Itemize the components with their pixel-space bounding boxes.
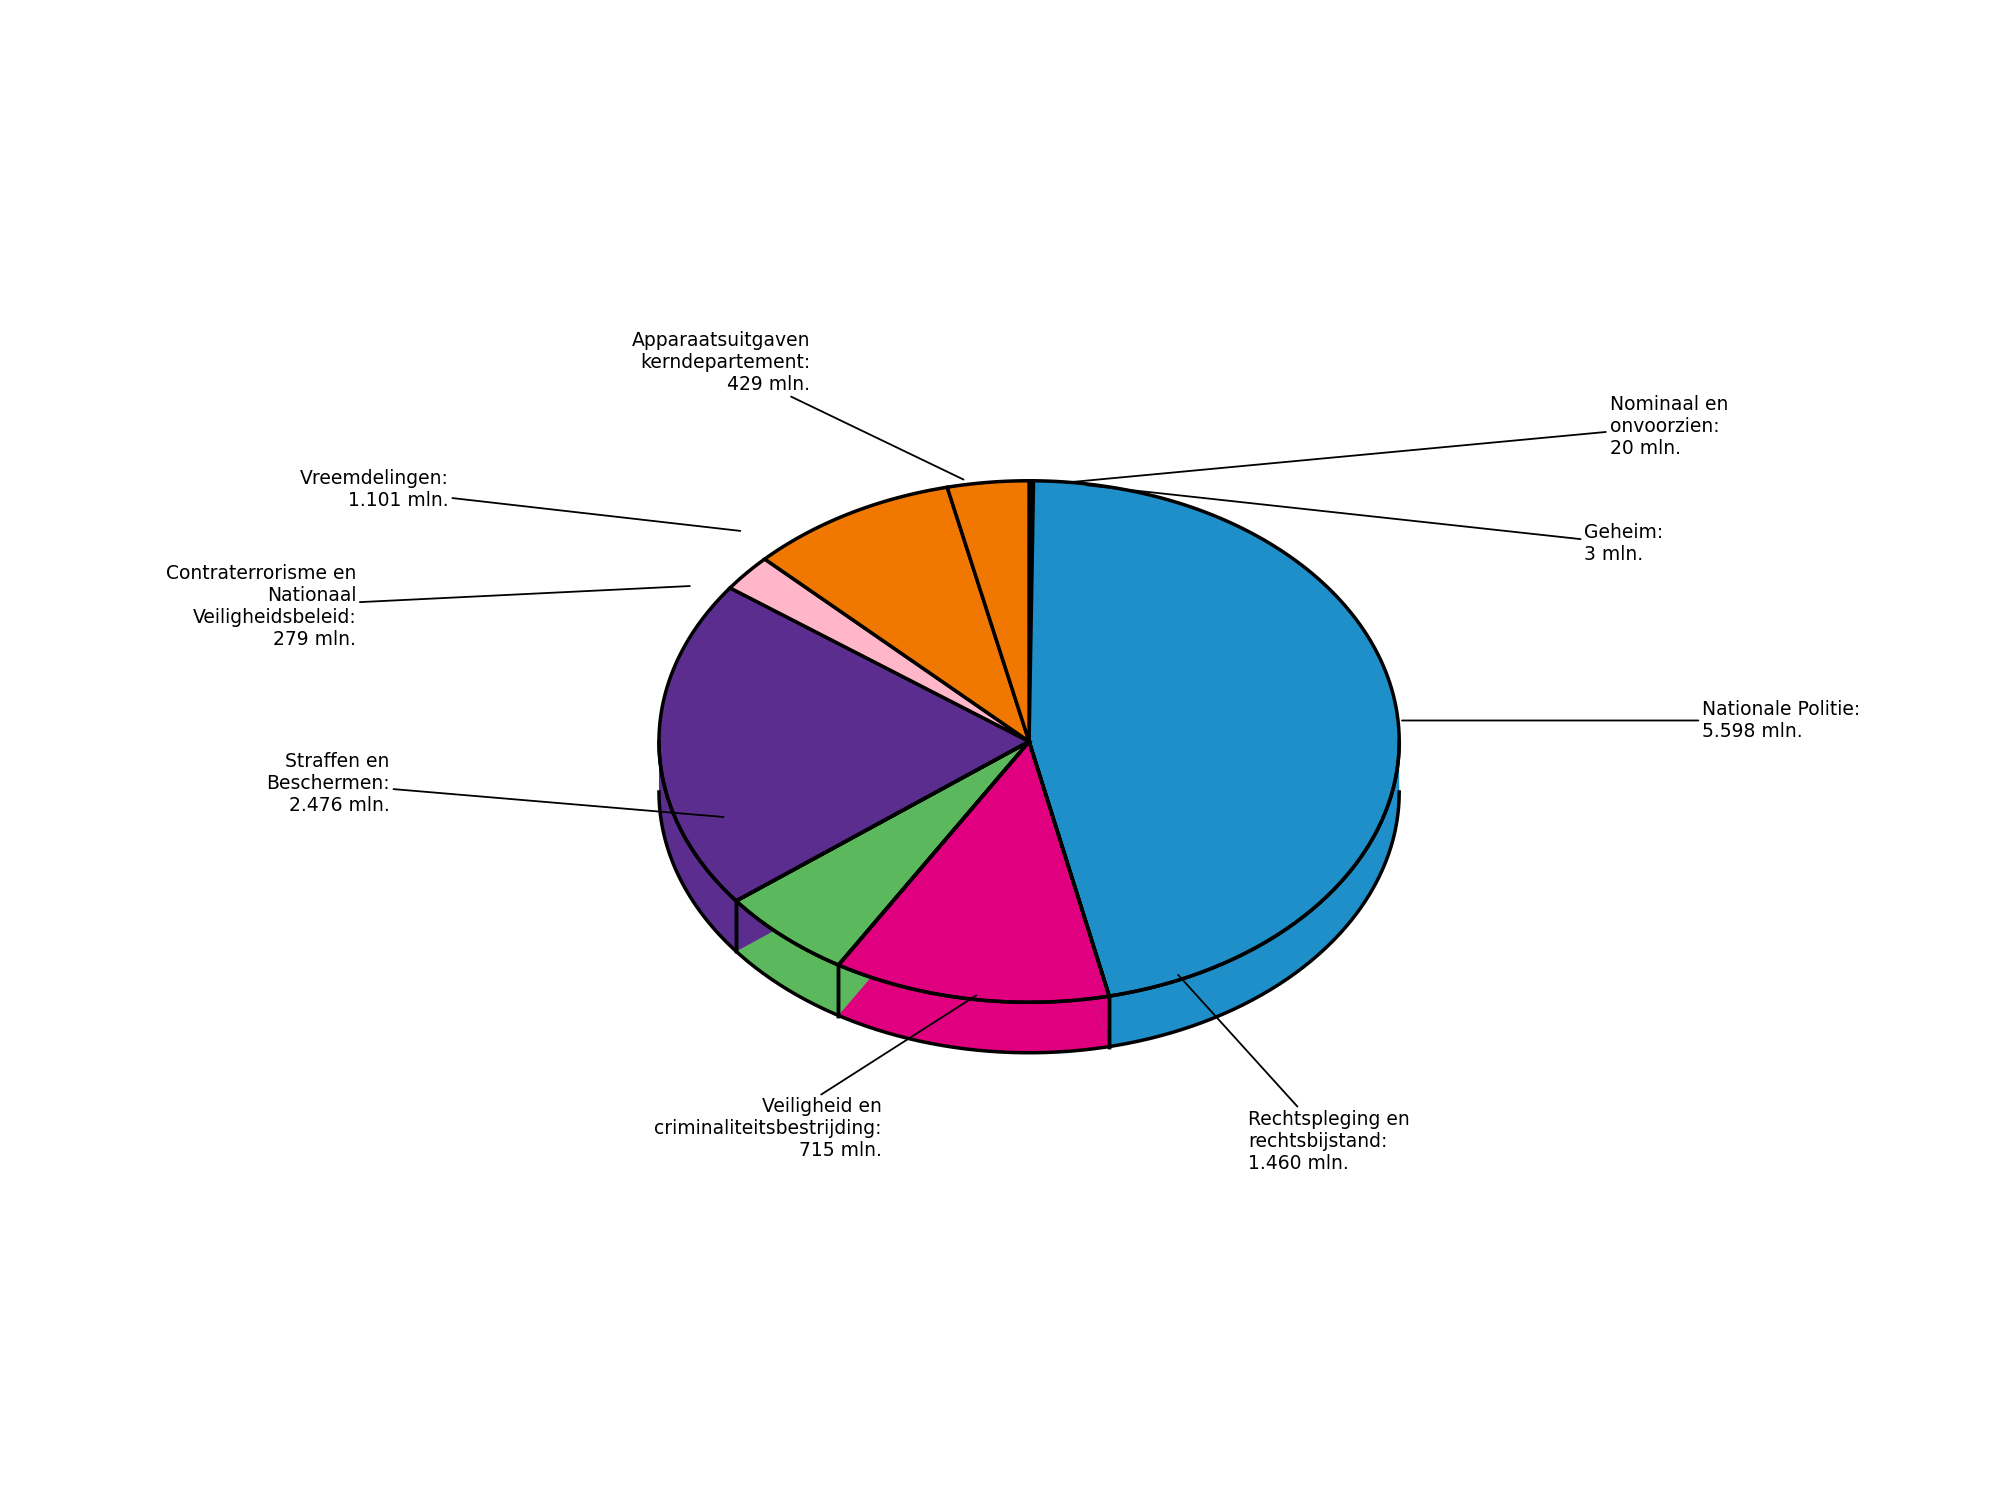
Polygon shape xyxy=(1028,480,1399,997)
Polygon shape xyxy=(658,532,1399,1052)
Polygon shape xyxy=(1028,741,1108,1046)
Text: Straffen en
Beschermen:
2.476 mln.: Straffen en Beschermen: 2.476 mln. xyxy=(267,752,723,817)
Polygon shape xyxy=(839,965,1108,1052)
Polygon shape xyxy=(839,741,1108,1003)
Polygon shape xyxy=(947,480,1028,741)
Polygon shape xyxy=(765,488,1028,741)
Polygon shape xyxy=(737,741,1028,951)
Polygon shape xyxy=(658,587,1028,901)
Polygon shape xyxy=(839,741,1028,1016)
Polygon shape xyxy=(1108,744,1399,1046)
Text: Geheim:
3 mln.: Geheim: 3 mln. xyxy=(1086,485,1662,565)
Polygon shape xyxy=(1028,480,1032,741)
Text: Nationale Politie:
5.598 mln.: Nationale Politie: 5.598 mln. xyxy=(1401,701,1858,741)
Text: Apparaatsuitgaven
kerndepartement:
429 mln.: Apparaatsuitgaven kerndepartement: 429 m… xyxy=(632,332,963,480)
Polygon shape xyxy=(731,559,1028,741)
Polygon shape xyxy=(1028,741,1108,1046)
Text: Rechtspleging en
rechtsbijstand:
1.460 mln.: Rechtspleging en rechtsbijstand: 1.460 m… xyxy=(1178,975,1409,1173)
Text: Contraterrorisme en
Nationaal
Veiligheidsbeleid:
279 mln.: Contraterrorisme en Nationaal Veiligheid… xyxy=(167,565,690,649)
Polygon shape xyxy=(839,741,1028,1016)
Polygon shape xyxy=(1028,480,1034,741)
Text: Vreemdelingen:
1.101 mln.: Vreemdelingen: 1.101 mln. xyxy=(299,468,741,532)
Text: Nominaal en
onvoorzien:
20 mln.: Nominaal en onvoorzien: 20 mln. xyxy=(1066,394,1728,483)
Polygon shape xyxy=(658,743,737,951)
Polygon shape xyxy=(737,901,839,1016)
Polygon shape xyxy=(737,741,1028,965)
Polygon shape xyxy=(737,741,1028,951)
Text: Veiligheid en
criminaliteitsbestrijding:
715 mln.: Veiligheid en criminaliteitsbestrijding:… xyxy=(654,995,975,1160)
